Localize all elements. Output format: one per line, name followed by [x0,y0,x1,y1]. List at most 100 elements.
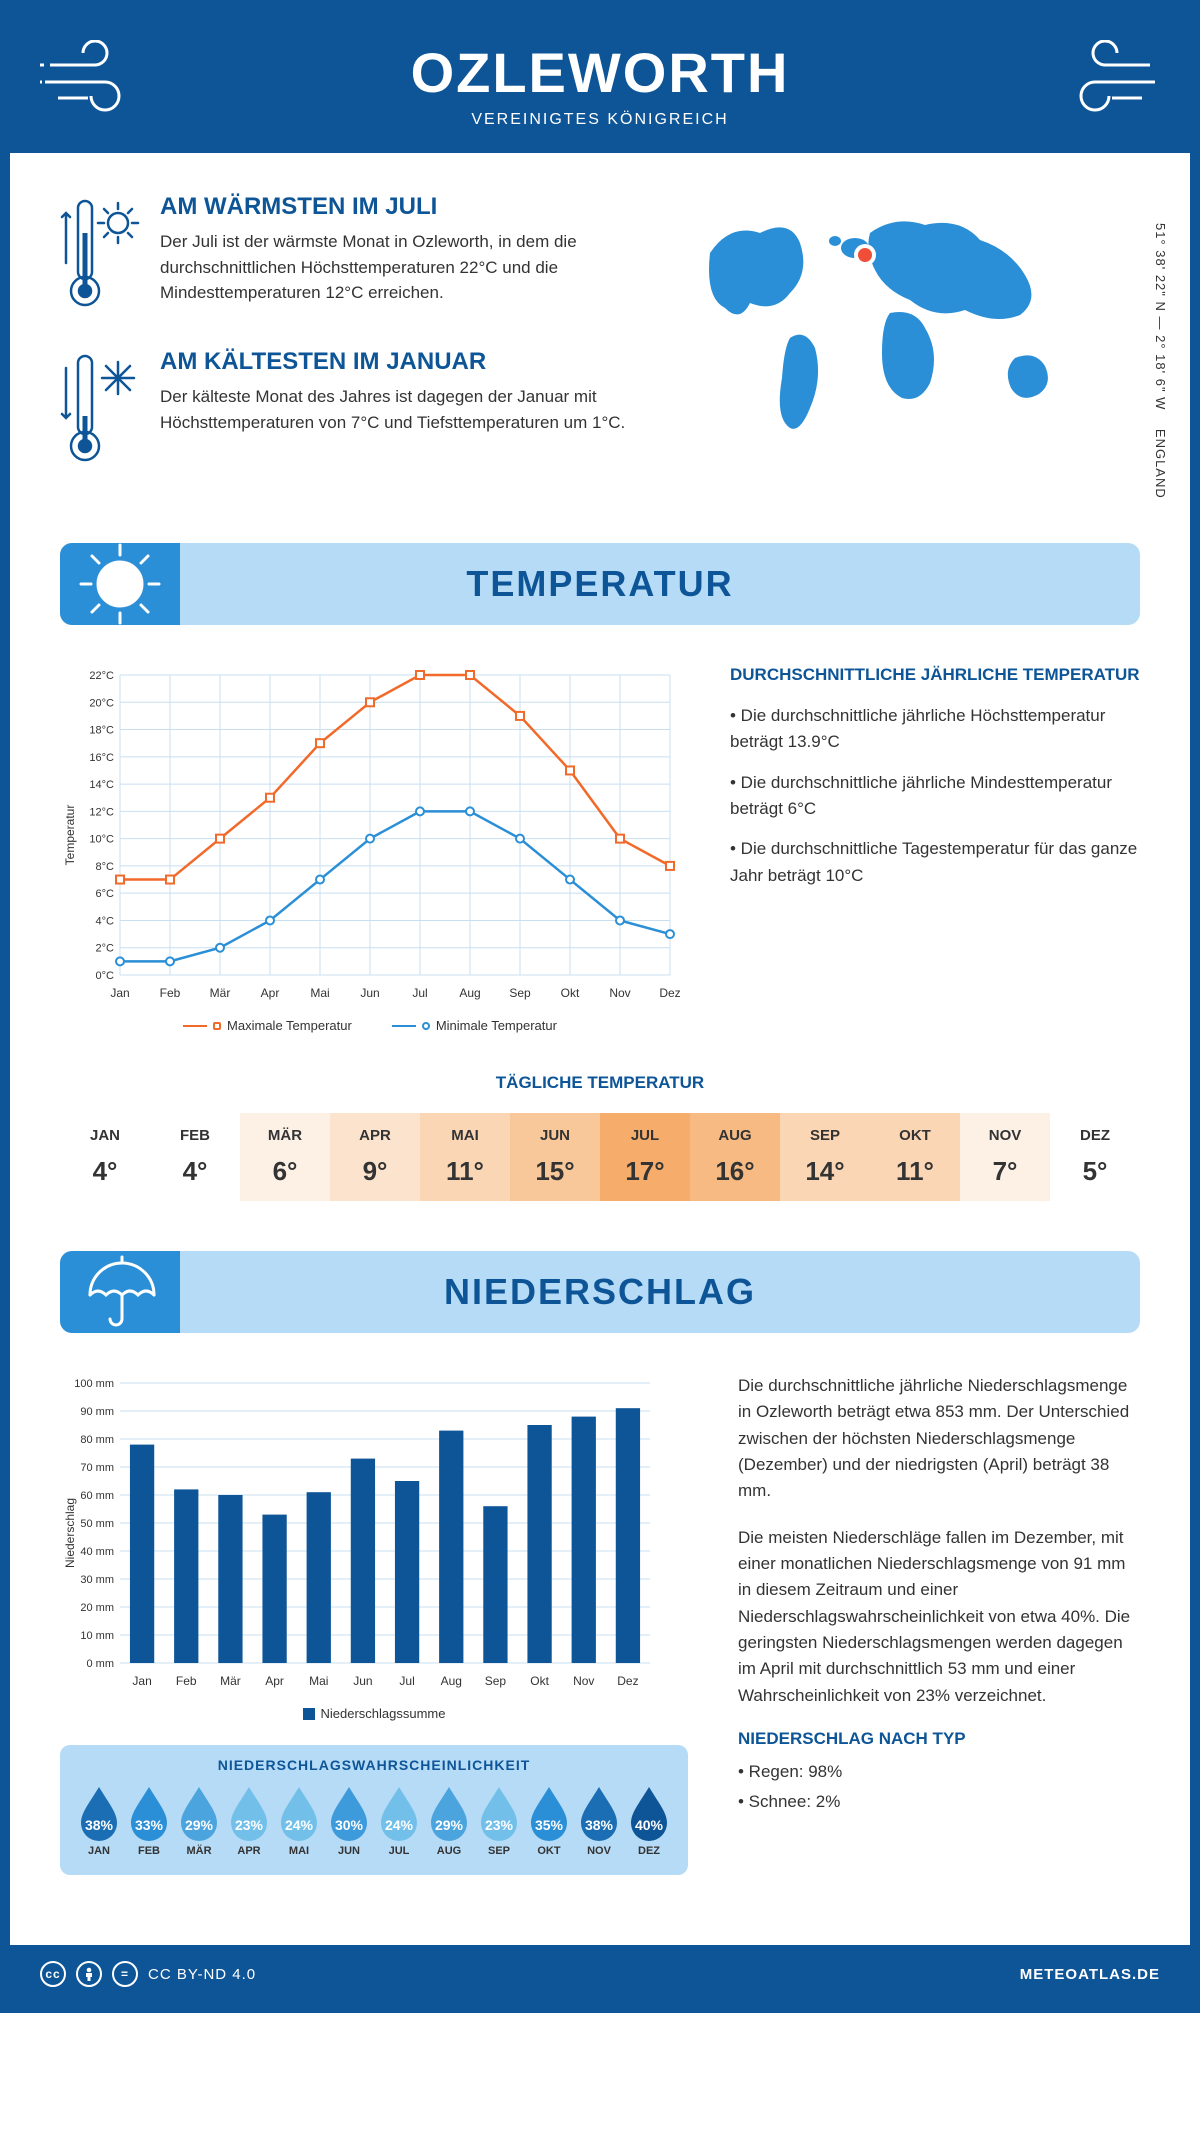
daily-temperature-title: TÄGLICHE TEMPERATUR [60,1073,1140,1093]
summary-paragraph: Die meisten Niederschläge fallen im Deze… [738,1525,1140,1709]
probability-drop: 40%DEZ [626,1783,672,1857]
section-banner-temperature: TEMPERATUR [60,543,1140,625]
svg-text:Apr: Apr [265,1674,284,1688]
probability-drop: 29%MÄR [176,1783,222,1857]
svg-text:Jan: Jan [110,986,129,1000]
svg-text:18°C: 18°C [89,725,114,737]
daily-cell: JUN15° [510,1113,600,1201]
daily-cell: MÄR6° [240,1113,330,1201]
daily-cell: MAI11° [420,1113,510,1201]
probability-drop: 24%MAI [276,1783,322,1857]
fact-coldest: AM KÄLTESTEN IM JANUAR Der kälteste Mona… [60,348,640,473]
daily-cell: SEP14° [780,1113,870,1201]
umbrella-icon [60,1251,180,1333]
location-title: OZLEWORTH [30,40,1170,105]
wind-icon [40,40,150,120]
footer: cc = CC BY-ND 4.0 METEOATLAS.DE [10,1945,1190,2003]
svg-text:Jun: Jun [353,1674,372,1688]
type-snow: • Schnee: 2% [738,1789,1140,1815]
svg-text:10 mm: 10 mm [80,1630,114,1642]
infographic-frame: OZLEWORTH VEREINIGTES KÖNIGREICH [0,0,1200,2013]
coordinates: 51° 38' 22" N — 2° 18' 6" W ENGLAND [1153,223,1168,499]
svg-text:Sep: Sep [485,1674,507,1688]
svg-text:22°C: 22°C [89,670,114,682]
svg-text:4°C: 4°C [96,915,115,927]
daily-cell: OKT11° [870,1113,960,1201]
svg-text:30 mm: 30 mm [80,1574,114,1586]
by-icon [76,1961,102,1987]
top-row: AM WÄRMSTEN IM JULI Der Juli ist der wär… [60,193,1140,503]
svg-text:Jun: Jun [360,986,379,1000]
svg-text:Nov: Nov [573,1674,594,1688]
license-text: CC BY-ND 4.0 [148,1966,256,1983]
svg-text:14°C: 14°C [89,779,114,791]
svg-text:Mär: Mär [220,1674,241,1688]
fact-title: AM KÄLTESTEN IM JANUAR [160,348,640,376]
temperature-summary: DURCHSCHNITTLICHE JÄHRLICHE TEMPERATUR •… [730,665,1140,1033]
svg-text:16°C: 16°C [89,752,114,764]
probability-drop: 35%OKT [526,1783,572,1857]
daily-cell: FEB4° [150,1113,240,1201]
probability-drop: 33%FEB [126,1783,172,1857]
daily-cell: NOV7° [960,1113,1050,1201]
temperature-line-chart: 0°C2°C4°C6°C8°C10°C12°C14°C16°C18°C20°C2… [60,665,680,1033]
content: AM WÄRMSTEN IM JULI Der Juli ist der wär… [10,153,1190,1945]
temperature-legend: Maximale Temperatur Minimale Temperatur [60,1018,680,1033]
fact-text: Der kälteste Monat des Jahres ist dagege… [160,384,640,435]
svg-text:100 mm: 100 mm [74,1378,114,1390]
section-title: NIEDERSCHLAG [80,1271,1120,1313]
svg-text:Jul: Jul [412,986,427,1000]
nd-icon: = [112,1961,138,1987]
precipitation-probability-band: NIEDERSCHLAGSWAHRSCHEINLICHKEIT 38%JAN33… [60,1745,688,1875]
svg-text:6°C: 6°C [96,888,115,900]
svg-text:8°C: 8°C [96,861,115,873]
daily-cell: JUL17° [600,1113,690,1201]
probability-drop: 23%SEP [476,1783,522,1857]
fact-text: Der Juli ist der wärmste Monat in Ozlewo… [160,229,640,306]
daily-temperature-grid: JAN4°FEB4°MÄR6°APR9°MAI11°JUN15°JUL17°AU… [60,1113,1140,1201]
svg-text:Niederschlag: Niederschlag [63,1498,77,1568]
location-subtitle: VEREINIGTES KÖNIGREICH [30,111,1170,129]
svg-text:Nov: Nov [609,986,630,1000]
probability-drop: 23%APR [226,1783,272,1857]
precipitation-legend: Niederschlagssumme [60,1706,688,1721]
facts-column: AM WÄRMSTEN IM JULI Der Juli ist der wär… [60,193,640,503]
svg-text:20 mm: 20 mm [80,1602,114,1614]
svg-text:Feb: Feb [160,986,181,1000]
daily-cell: APR9° [330,1113,420,1201]
summary-heading: DURCHSCHNITTLICHE JÄHRLICHE TEMPERATUR [730,665,1140,685]
daily-cell: AUG16° [690,1113,780,1201]
svg-text:Feb: Feb [176,1674,197,1688]
svg-text:Dez: Dez [659,986,680,1000]
probability-drop: 38%NOV [576,1783,622,1857]
license-block: cc = CC BY-ND 4.0 [40,1961,256,1987]
wind-icon [1050,40,1160,120]
thermometer-cold-icon [60,348,140,473]
daily-cell: DEZ5° [1050,1113,1140,1201]
svg-text:2°C: 2°C [96,943,115,955]
svg-text:Apr: Apr [261,986,280,1000]
sun-icon [60,543,180,625]
svg-text:60 mm: 60 mm [80,1490,114,1502]
probability-drop: 30%JUN [326,1783,372,1857]
fact-title: AM WÄRMSTEN IM JULI [160,193,640,221]
svg-text:Jul: Jul [399,1674,414,1688]
svg-text:Aug: Aug [441,1674,462,1688]
summary-paragraph: Die durchschnittliche jährliche Niedersc… [738,1373,1140,1505]
header: OZLEWORTH VEREINIGTES KÖNIGREICH [10,10,1190,153]
summary-point: • Die durchschnittliche jährliche Mindes… [730,770,1140,823]
svg-text:10°C: 10°C [89,834,114,846]
section-banner-precipitation: NIEDERSCHLAG [60,1251,1140,1333]
section-title: TEMPERATUR [80,563,1120,605]
precipitation-bar-chart: 0 mm10 mm20 mm30 mm40 mm50 mm60 mm70 mm8… [60,1373,688,1875]
svg-text:Mai: Mai [309,1674,328,1688]
svg-text:Aug: Aug [459,986,480,1000]
thermometer-hot-icon [60,193,140,318]
svg-text:70 mm: 70 mm [80,1462,114,1474]
brand-text: METEOATLAS.DE [1020,1966,1160,1983]
svg-text:Dez: Dez [617,1674,638,1688]
svg-text:50 mm: 50 mm [80,1518,114,1530]
precipitation-row: 0 mm10 mm20 mm30 mm40 mm50 mm60 mm70 mm8… [60,1373,1140,1875]
temperature-row: 0°C2°C4°C6°C8°C10°C12°C14°C16°C18°C20°C2… [60,665,1140,1033]
probability-drop: 29%AUG [426,1783,472,1857]
